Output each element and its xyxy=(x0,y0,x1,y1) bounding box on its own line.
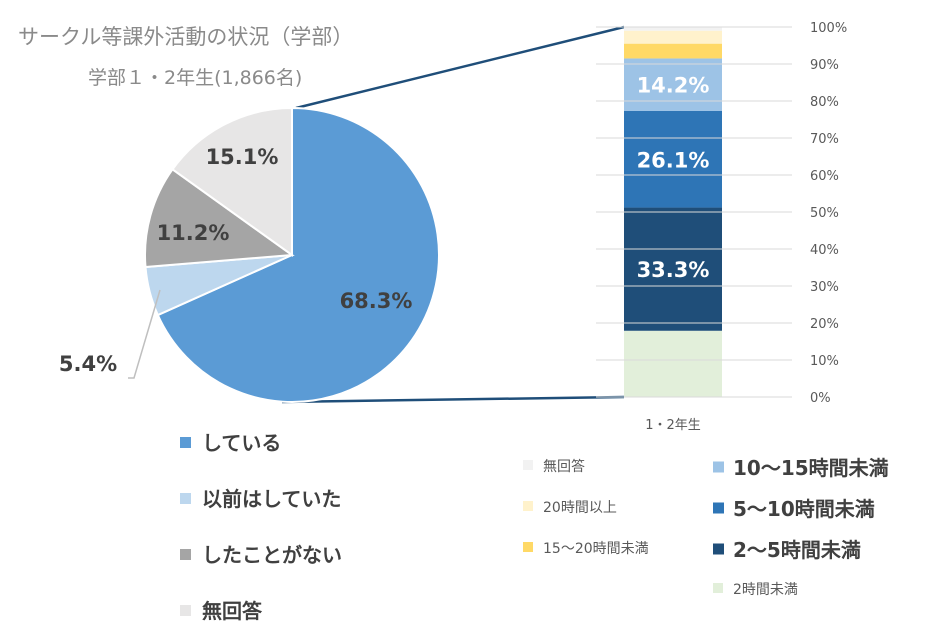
bar-ytick-3: 30% xyxy=(810,280,839,295)
bar-segment-1 xyxy=(624,207,722,331)
bar-legend-swatch-1 xyxy=(713,461,724,473)
bar-legend-label-6: 2時間未満 xyxy=(733,582,798,598)
pie-slice-2 xyxy=(144,167,295,269)
bar-segment-2 xyxy=(624,110,722,208)
pie-legend-swatch-2 xyxy=(180,549,191,560)
pie-legend-label-2: したことがない xyxy=(202,543,342,567)
bar-segment-0 xyxy=(624,330,722,397)
bar-ytick-9: 90% xyxy=(810,58,839,73)
bar-legend-label-4: 15〜20時間未満 xyxy=(543,541,649,557)
bar-legend-swatch-4 xyxy=(523,542,533,552)
pie-slice-0 xyxy=(156,106,440,403)
bar-label-3: 14.2% xyxy=(637,74,710,98)
bar-ytick-0: 0% xyxy=(810,391,831,406)
bar-segment-3 xyxy=(624,58,722,111)
bar-ytick-5: 50% xyxy=(810,206,839,221)
bar-legend: 無回答 10〜15時間未満 20時間以上 5〜10時間未満 15〜20時間未満 2〜5時間… xyxy=(523,456,889,598)
pie-slice-3 xyxy=(171,106,293,257)
pie-leader-line xyxy=(128,289,161,379)
zoom-connector-lines xyxy=(281,25,625,404)
stacked-bar-chart: 33.3% 26.1% 14.2% xyxy=(624,27,722,397)
bar-ytick-10: 100% xyxy=(810,21,847,36)
bar-label-2: 26.1% xyxy=(637,148,710,172)
connector-top xyxy=(295,25,625,110)
pie-legend-swatch-0 xyxy=(180,437,191,448)
pie-legend-swatch-1 xyxy=(180,493,191,504)
bar-y-axis: 0% 10% 20% 30% 40% 50% 60% 70% 80% 90% 100% 1・2年生 xyxy=(596,21,847,433)
bar-legend-swatch-2 xyxy=(523,501,533,511)
pie-label-1: 5.4% xyxy=(59,352,117,376)
bar-xtick-0: 1・2年生 xyxy=(645,418,701,433)
pie-data-labels: 68.3% 5.4% 11.2% 15.1% xyxy=(59,145,413,379)
bar-legend-swatch-0 xyxy=(523,460,533,470)
bar-legend-label-5: 2〜5時間未満 xyxy=(733,538,861,562)
bar-legend-label-0: 無回答 xyxy=(543,458,585,475)
pie-legend-label-1: 以前はしていた xyxy=(202,487,341,511)
bar-segment-5 xyxy=(624,30,722,44)
bar-ytick-4: 40% xyxy=(810,243,839,258)
connector-bottom xyxy=(281,395,625,404)
pie-legend-label-0: している xyxy=(202,431,281,455)
bar-legend-label-1: 10〜15時間未満 xyxy=(733,456,889,480)
bar-label-1: 33.3% xyxy=(637,258,710,282)
bar-legend-swatch-6 xyxy=(713,583,723,593)
bar-segment-6 xyxy=(624,27,722,31)
chart-title: サークル等課外活動の状況（学部） xyxy=(18,25,353,49)
bar-legend-swatch-5 xyxy=(713,543,724,555)
pie-label-0: 68.3% xyxy=(340,289,413,313)
bar-ytick-7: 70% xyxy=(810,132,839,147)
bar-legend-label-2: 20時間以上 xyxy=(543,500,617,516)
pie-chart xyxy=(144,106,440,403)
bar-segment-4 xyxy=(624,43,722,59)
pie-legend-swatch-3 xyxy=(180,605,191,616)
bar-ytick-2: 20% xyxy=(810,317,839,332)
bar-ytick-1: 10% xyxy=(810,354,839,369)
bar-legend-label-3: 5〜10時間未満 xyxy=(733,497,875,521)
pie-label-3: 15.1% xyxy=(206,145,279,169)
bar-legend-swatch-3 xyxy=(713,502,724,514)
bar-ytick-8: 80% xyxy=(810,95,839,110)
bar-ytick-6: 60% xyxy=(810,169,839,184)
chart-subtitle: 学部１・2年生(1,866名) xyxy=(88,67,302,89)
pie-label-2: 11.2% xyxy=(157,221,230,245)
pie-legend-label-3: 無回答 xyxy=(202,599,263,623)
